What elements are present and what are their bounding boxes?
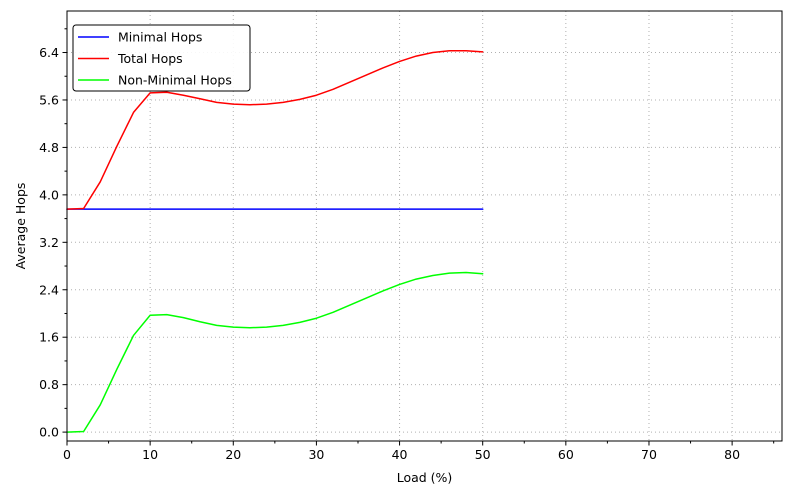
y-tick-label: 0.0 [39,425,59,440]
x-tick-label: 50 [475,447,491,462]
legend-label: Total Hops [117,51,183,66]
y-tick-label: 1.6 [39,330,59,345]
legend: Minimal Hops Total Hops Non-Minimal Hops [72,24,251,92]
x-tick-label: 0 [63,447,71,462]
tick-label-layer: 0 10 20 30 40 50 60 70 80 0.0 0.8 1.6 2.4 3.2 4.0 4.8 5.… [39,45,740,462]
y-tick-label: 2.4 [39,282,59,297]
y-tick-label: 5.6 [39,92,59,107]
y-tick-label: 3.2 [39,235,59,250]
y-tick-label: 0.8 [39,377,59,392]
series-line-non-minimal-hops [66,271,484,433]
legend-label: Non-Minimal Hops [118,73,232,88]
legend-box [72,24,251,92]
x-tick-label: 40 [392,447,408,462]
y-tick-label: 4.0 [39,187,59,202]
x-tick-label: 10 [142,447,158,462]
legend-label: Minimal Hops [118,30,202,45]
x-tick-label: 80 [724,447,740,462]
tick-layer [62,28,775,446]
x-tick-label: 70 [641,447,657,462]
y-tick-label: 6.4 [39,45,59,60]
x-tick-label: 30 [308,447,324,462]
x-tick-label: 20 [225,447,241,462]
y-axis-label: Average Hops [13,183,28,270]
series-layer [66,49,484,433]
plot-area-frame [66,10,783,442]
x-tick-label: 60 [558,447,574,462]
series-line-total-hops [66,49,484,210]
x-axis-label: Load (%) [397,470,453,485]
y-tick-label: 4.8 [39,140,59,155]
